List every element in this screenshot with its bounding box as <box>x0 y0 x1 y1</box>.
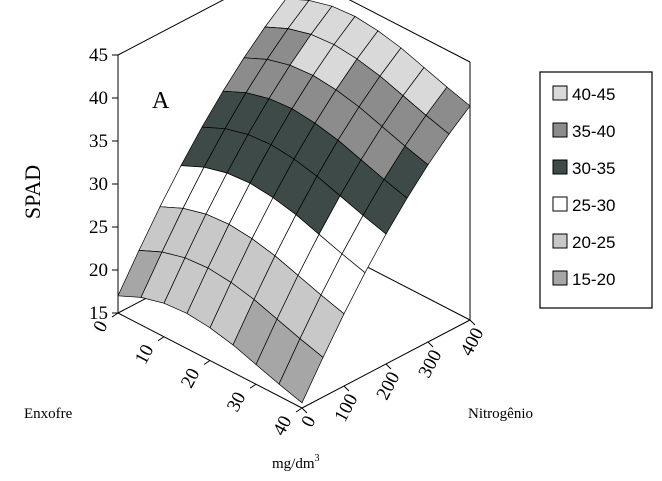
nitrogenio-tick-label: 100 <box>330 390 362 425</box>
legend-swatch <box>552 122 568 138</box>
legend-label: 25-30 <box>572 196 615 215</box>
legend-swatch <box>552 270 568 286</box>
nitrogenio-tick-label: 200 <box>372 368 404 403</box>
surface-cell <box>278 338 324 404</box>
nitrogenio-tick-mark <box>427 341 434 348</box>
enxofre-tick-mark <box>249 383 257 389</box>
z-tick-label: 45 <box>89 45 108 66</box>
z-tick-label: 35 <box>89 131 108 152</box>
units-base: mg/dm <box>272 456 315 472</box>
left-wall-top <box>117 0 225 56</box>
nitrogenio-tick-mark <box>343 385 350 392</box>
z-axis-ticks: 15 20 25 30 35 40 45 <box>89 45 118 324</box>
enxofre-tick-mark <box>295 407 303 413</box>
legend-swatch <box>552 233 568 249</box>
nitrogenio-tick-label: 300 <box>414 346 446 381</box>
nitrogenio-axis-label: Nitrogênio <box>468 406 533 422</box>
legend-swatch <box>552 85 568 101</box>
legend: 40-45 35-40 30-35 25-30 20-25 15-20 <box>539 71 653 309</box>
legend-label: 30-35 <box>572 159 615 178</box>
legend-label: 20-25 <box>572 233 615 252</box>
panel-label: A <box>152 88 170 114</box>
nitrogenio-tick-mark <box>469 319 476 326</box>
enxofre-tick-label: 10 <box>131 341 158 368</box>
units-superscript: 3 <box>315 453 320 464</box>
legend-label: 15-20 <box>572 270 615 289</box>
nitrogenio-tick-label: 400 <box>456 324 488 359</box>
enxofre-tick-label: 40 <box>269 412 296 439</box>
nitrogenio-tick-mark <box>301 407 308 414</box>
enxofre-tick-label: 30 <box>223 389 250 416</box>
z-tick-label: 20 <box>89 260 108 281</box>
enxofre-tick-mark <box>203 360 211 365</box>
enxofre-tick-mark <box>111 312 119 318</box>
right-wall-top <box>348 0 471 63</box>
enxofre-tick-mark <box>157 336 165 342</box>
z-axis-label: SPAD <box>20 165 45 219</box>
z-tick-label: 40 <box>89 88 108 109</box>
z-tick-label: 25 <box>89 217 108 238</box>
legend-box <box>539 71 653 309</box>
enxofre-axis-label: Enxofre <box>24 406 73 422</box>
units-label: mg/dm3 <box>272 453 320 472</box>
surface-plot <box>117 0 471 404</box>
legend-label: 35-40 <box>572 122 615 141</box>
enxofre-tick-label: 20 <box>177 365 204 392</box>
nitrogenio-tick-mark <box>385 363 392 370</box>
legend-swatch <box>552 196 568 212</box>
z-tick-label: 15 <box>89 303 108 324</box>
z-tick-label: 30 <box>89 174 108 195</box>
nitrogenio-tick-label: 0 <box>297 412 320 430</box>
legend-swatch <box>552 159 568 175</box>
legend-label: 40-45 <box>572 85 615 104</box>
